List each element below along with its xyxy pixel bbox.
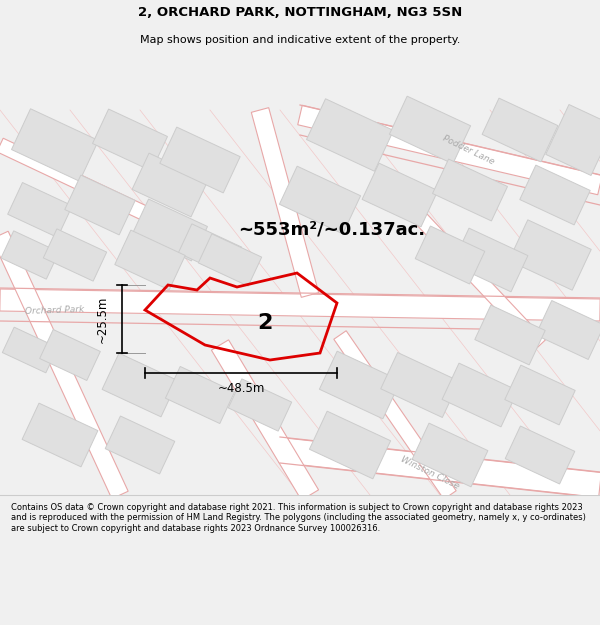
- Polygon shape: [475, 305, 545, 365]
- Text: Map shows position and indicative extent of the property.: Map shows position and indicative extent…: [140, 34, 460, 44]
- Text: ~25.5m: ~25.5m: [95, 295, 109, 343]
- Polygon shape: [43, 229, 107, 281]
- Text: 2, ORCHARD PARK, NOTTINGHAM, NG3 5SN: 2, ORCHARD PARK, NOTTINGHAM, NG3 5SN: [138, 6, 462, 19]
- Polygon shape: [102, 353, 178, 417]
- Polygon shape: [229, 379, 292, 431]
- Polygon shape: [307, 99, 394, 171]
- Polygon shape: [8, 182, 73, 238]
- Polygon shape: [11, 109, 98, 181]
- Polygon shape: [22, 403, 98, 467]
- Polygon shape: [433, 159, 508, 221]
- Polygon shape: [362, 163, 438, 227]
- Polygon shape: [2, 327, 58, 373]
- Polygon shape: [278, 438, 600, 498]
- Polygon shape: [1, 231, 59, 279]
- Polygon shape: [92, 109, 167, 171]
- Polygon shape: [211, 340, 319, 500]
- Polygon shape: [452, 228, 528, 292]
- Polygon shape: [280, 166, 361, 234]
- Polygon shape: [509, 220, 591, 290]
- Text: ~48.5m: ~48.5m: [217, 382, 265, 396]
- Text: 2: 2: [257, 313, 272, 333]
- Polygon shape: [381, 352, 459, 418]
- Polygon shape: [374, 170, 545, 350]
- Text: Contains OS data © Crown copyright and database right 2021. This information is : Contains OS data © Crown copyright and d…: [11, 503, 586, 532]
- Polygon shape: [199, 234, 262, 286]
- Polygon shape: [334, 331, 456, 499]
- Polygon shape: [178, 224, 242, 276]
- Polygon shape: [0, 289, 600, 321]
- Text: Orchard Park: Orchard Park: [25, 304, 85, 316]
- Polygon shape: [536, 301, 600, 359]
- Text: Podder Lane: Podder Lane: [441, 134, 495, 166]
- Polygon shape: [389, 96, 470, 164]
- Polygon shape: [319, 351, 401, 419]
- Polygon shape: [105, 416, 175, 474]
- Text: Winston Close: Winston Close: [399, 455, 461, 491]
- Polygon shape: [546, 104, 600, 176]
- Polygon shape: [505, 365, 575, 425]
- Polygon shape: [0, 231, 128, 499]
- Polygon shape: [520, 165, 590, 225]
- Polygon shape: [133, 199, 208, 261]
- Polygon shape: [251, 107, 319, 298]
- Polygon shape: [40, 329, 100, 381]
- Polygon shape: [160, 127, 240, 193]
- Polygon shape: [442, 363, 518, 427]
- Polygon shape: [505, 426, 575, 484]
- Polygon shape: [310, 411, 391, 479]
- Polygon shape: [65, 175, 135, 235]
- Polygon shape: [298, 105, 600, 195]
- Polygon shape: [415, 226, 485, 284]
- Polygon shape: [166, 366, 235, 424]
- Text: ~553m²/~0.137ac.: ~553m²/~0.137ac.: [238, 221, 425, 239]
- Polygon shape: [115, 230, 185, 290]
- Polygon shape: [412, 423, 488, 487]
- Polygon shape: [132, 153, 208, 217]
- Polygon shape: [0, 138, 183, 237]
- Polygon shape: [482, 98, 558, 162]
